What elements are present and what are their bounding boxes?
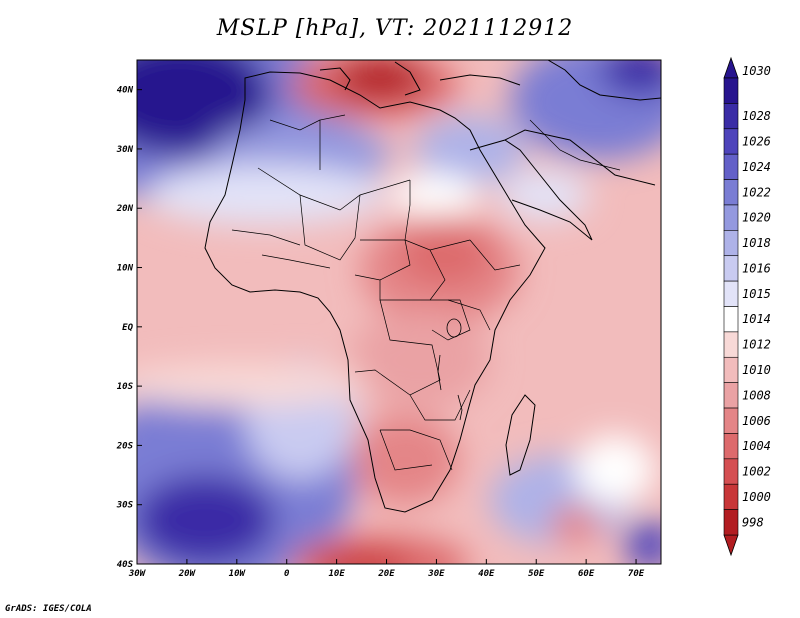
colorbar-swatch	[723, 153, 739, 180]
colorbar-label: 1000	[742, 490, 771, 504]
lon-tick-label: 70E	[628, 569, 645, 579]
map-title: MSLP [hPa], VT: 2021112912	[216, 16, 574, 41]
lon-tick-label: 30E	[427, 569, 445, 579]
lat-tick-label: 20S	[116, 441, 134, 451]
colorbar-label: 1010	[742, 363, 771, 377]
colorbar-label: 1022	[742, 185, 771, 199]
coastlines	[204, 60, 661, 513]
country-borders	[231, 114, 621, 471]
pressure-field	[137, 60, 661, 564]
colorbar-swatch	[723, 407, 739, 434]
lat-tick-label: 40S	[117, 560, 134, 570]
colorbar-swatch	[723, 77, 739, 104]
colorbar-swatch	[723, 103, 739, 130]
colorbar-top-arrow	[723, 56, 739, 79]
colorbar-swatch	[723, 204, 739, 231]
lat-tick-label: 10N	[117, 264, 134, 274]
colorbar-swatch	[723, 356, 739, 383]
colorbar-label: 1006	[742, 414, 771, 428]
lat-tick-label: 30S	[116, 501, 134, 511]
colorbar-label: 1012	[742, 338, 771, 352]
lat-tick-label: 10S	[117, 382, 134, 392]
colorbar-swatch	[723, 179, 739, 206]
colorbar-swatch	[723, 280, 739, 307]
colorbar-label: 998	[742, 515, 764, 529]
lon-tick-label: 10E	[328, 569, 345, 579]
colorbar-swatch	[723, 331, 739, 358]
colorbar-swatch	[723, 128, 739, 155]
lon-tick-label: 30W	[128, 569, 147, 579]
latitude-ticks: 40N 30N 20N 10N EQ 10S 20S 30S 40S	[116, 86, 142, 570]
grads-credit: GrADS: IGES/COLA	[5, 604, 92, 614]
colorbar-label: 1026	[742, 134, 771, 148]
colorbar-swatch	[723, 382, 739, 409]
lat-tick-label: 30N	[116, 145, 134, 155]
colorbar-label: 1028	[742, 109, 771, 123]
map-frame	[136, 59, 662, 565]
colorbar-label: 1014	[742, 312, 771, 326]
lon-tick-label: 0	[284, 569, 290, 579]
colorbar-label: 1024	[742, 160, 771, 174]
colorbar-swatch	[723, 306, 739, 333]
longitude-ticks: 30W 20W 10W 0 10E 20E 30E 40E 50E 60E 70E	[128, 559, 645, 579]
lon-tick-label: 40E	[478, 569, 495, 579]
colorbar-swatch	[723, 458, 739, 485]
colorbar-label: 1018	[742, 236, 771, 250]
lon-tick-label: 60E	[578, 569, 595, 579]
lon-tick-label: 20W	[178, 569, 197, 579]
lon-tick-label: 50E	[528, 569, 545, 579]
colorbar: 1030 1028 1026 1024 1022 1020 1018 1016 1015 1014…	[723, 56, 771, 557]
colorbar-swatch	[723, 483, 739, 510]
colorbar-label: 1020	[742, 211, 771, 225]
colorbar-label: 1002	[742, 465, 771, 479]
colorbar-swatch	[723, 230, 739, 257]
colorbar-swatch	[723, 255, 739, 282]
colorbar-label: 1016	[742, 261, 771, 275]
colorbar-bottom-arrow	[723, 534, 739, 557]
lat-tick-label: EQ	[122, 323, 133, 333]
colorbar-swatch	[723, 433, 739, 460]
lon-tick-label: 10W	[229, 569, 247, 579]
lakes	[437, 318, 463, 421]
colorbar-label: 1030	[742, 64, 771, 78]
colorbar-label: 1008	[742, 388, 771, 402]
colorbar-label: 1015	[742, 287, 771, 301]
colorbar-label: 1004	[742, 439, 771, 453]
lon-tick-label: 20E	[377, 569, 395, 579]
colorbar-swatch	[723, 509, 739, 536]
lat-tick-label: 40N	[117, 86, 134, 96]
lat-tick-label: 20N	[116, 204, 134, 214]
